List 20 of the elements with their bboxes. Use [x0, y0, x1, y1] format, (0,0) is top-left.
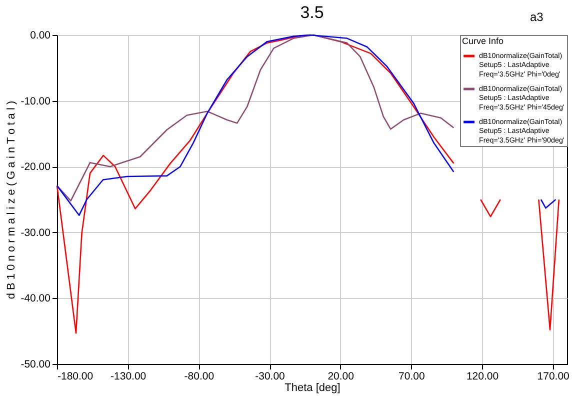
chart-title: 3.5 — [300, 3, 324, 22]
x-tick-label: 70.00 — [398, 370, 425, 382]
x-tick-label: -30.00 — [255, 370, 286, 382]
x-axis-title: Theta [deg] — [284, 382, 340, 394]
y-tick-label: -20.00 — [20, 161, 51, 174]
x-tick-label: -80.00 — [184, 370, 214, 382]
x-tick-label: 120.00 — [466, 370, 499, 382]
line-series — [56, 34, 454, 202]
y-tick-label: -30.00 — [20, 226, 51, 239]
y-tick-label: 0.00 — [30, 30, 51, 42]
legend-title: Curve Info — [462, 36, 504, 46]
y-tick-label: -40.00 — [20, 292, 51, 305]
y-tick-label: -10.00 — [20, 95, 51, 108]
x-tick-label: -180.00 — [58, 370, 94, 382]
x-tick-label: 170.00 — [537, 370, 570, 382]
y-tick-label: -50.00 — [20, 358, 51, 370]
x-tick-label: -130.00 — [110, 370, 146, 382]
y-axis-title: d B 1 0 n o r m a l i z e ( G a i n T o t a l ) — [6, 100, 18, 300]
x-tick-label: 20.00 — [328, 370, 354, 382]
text: a3 — [530, 10, 544, 24]
